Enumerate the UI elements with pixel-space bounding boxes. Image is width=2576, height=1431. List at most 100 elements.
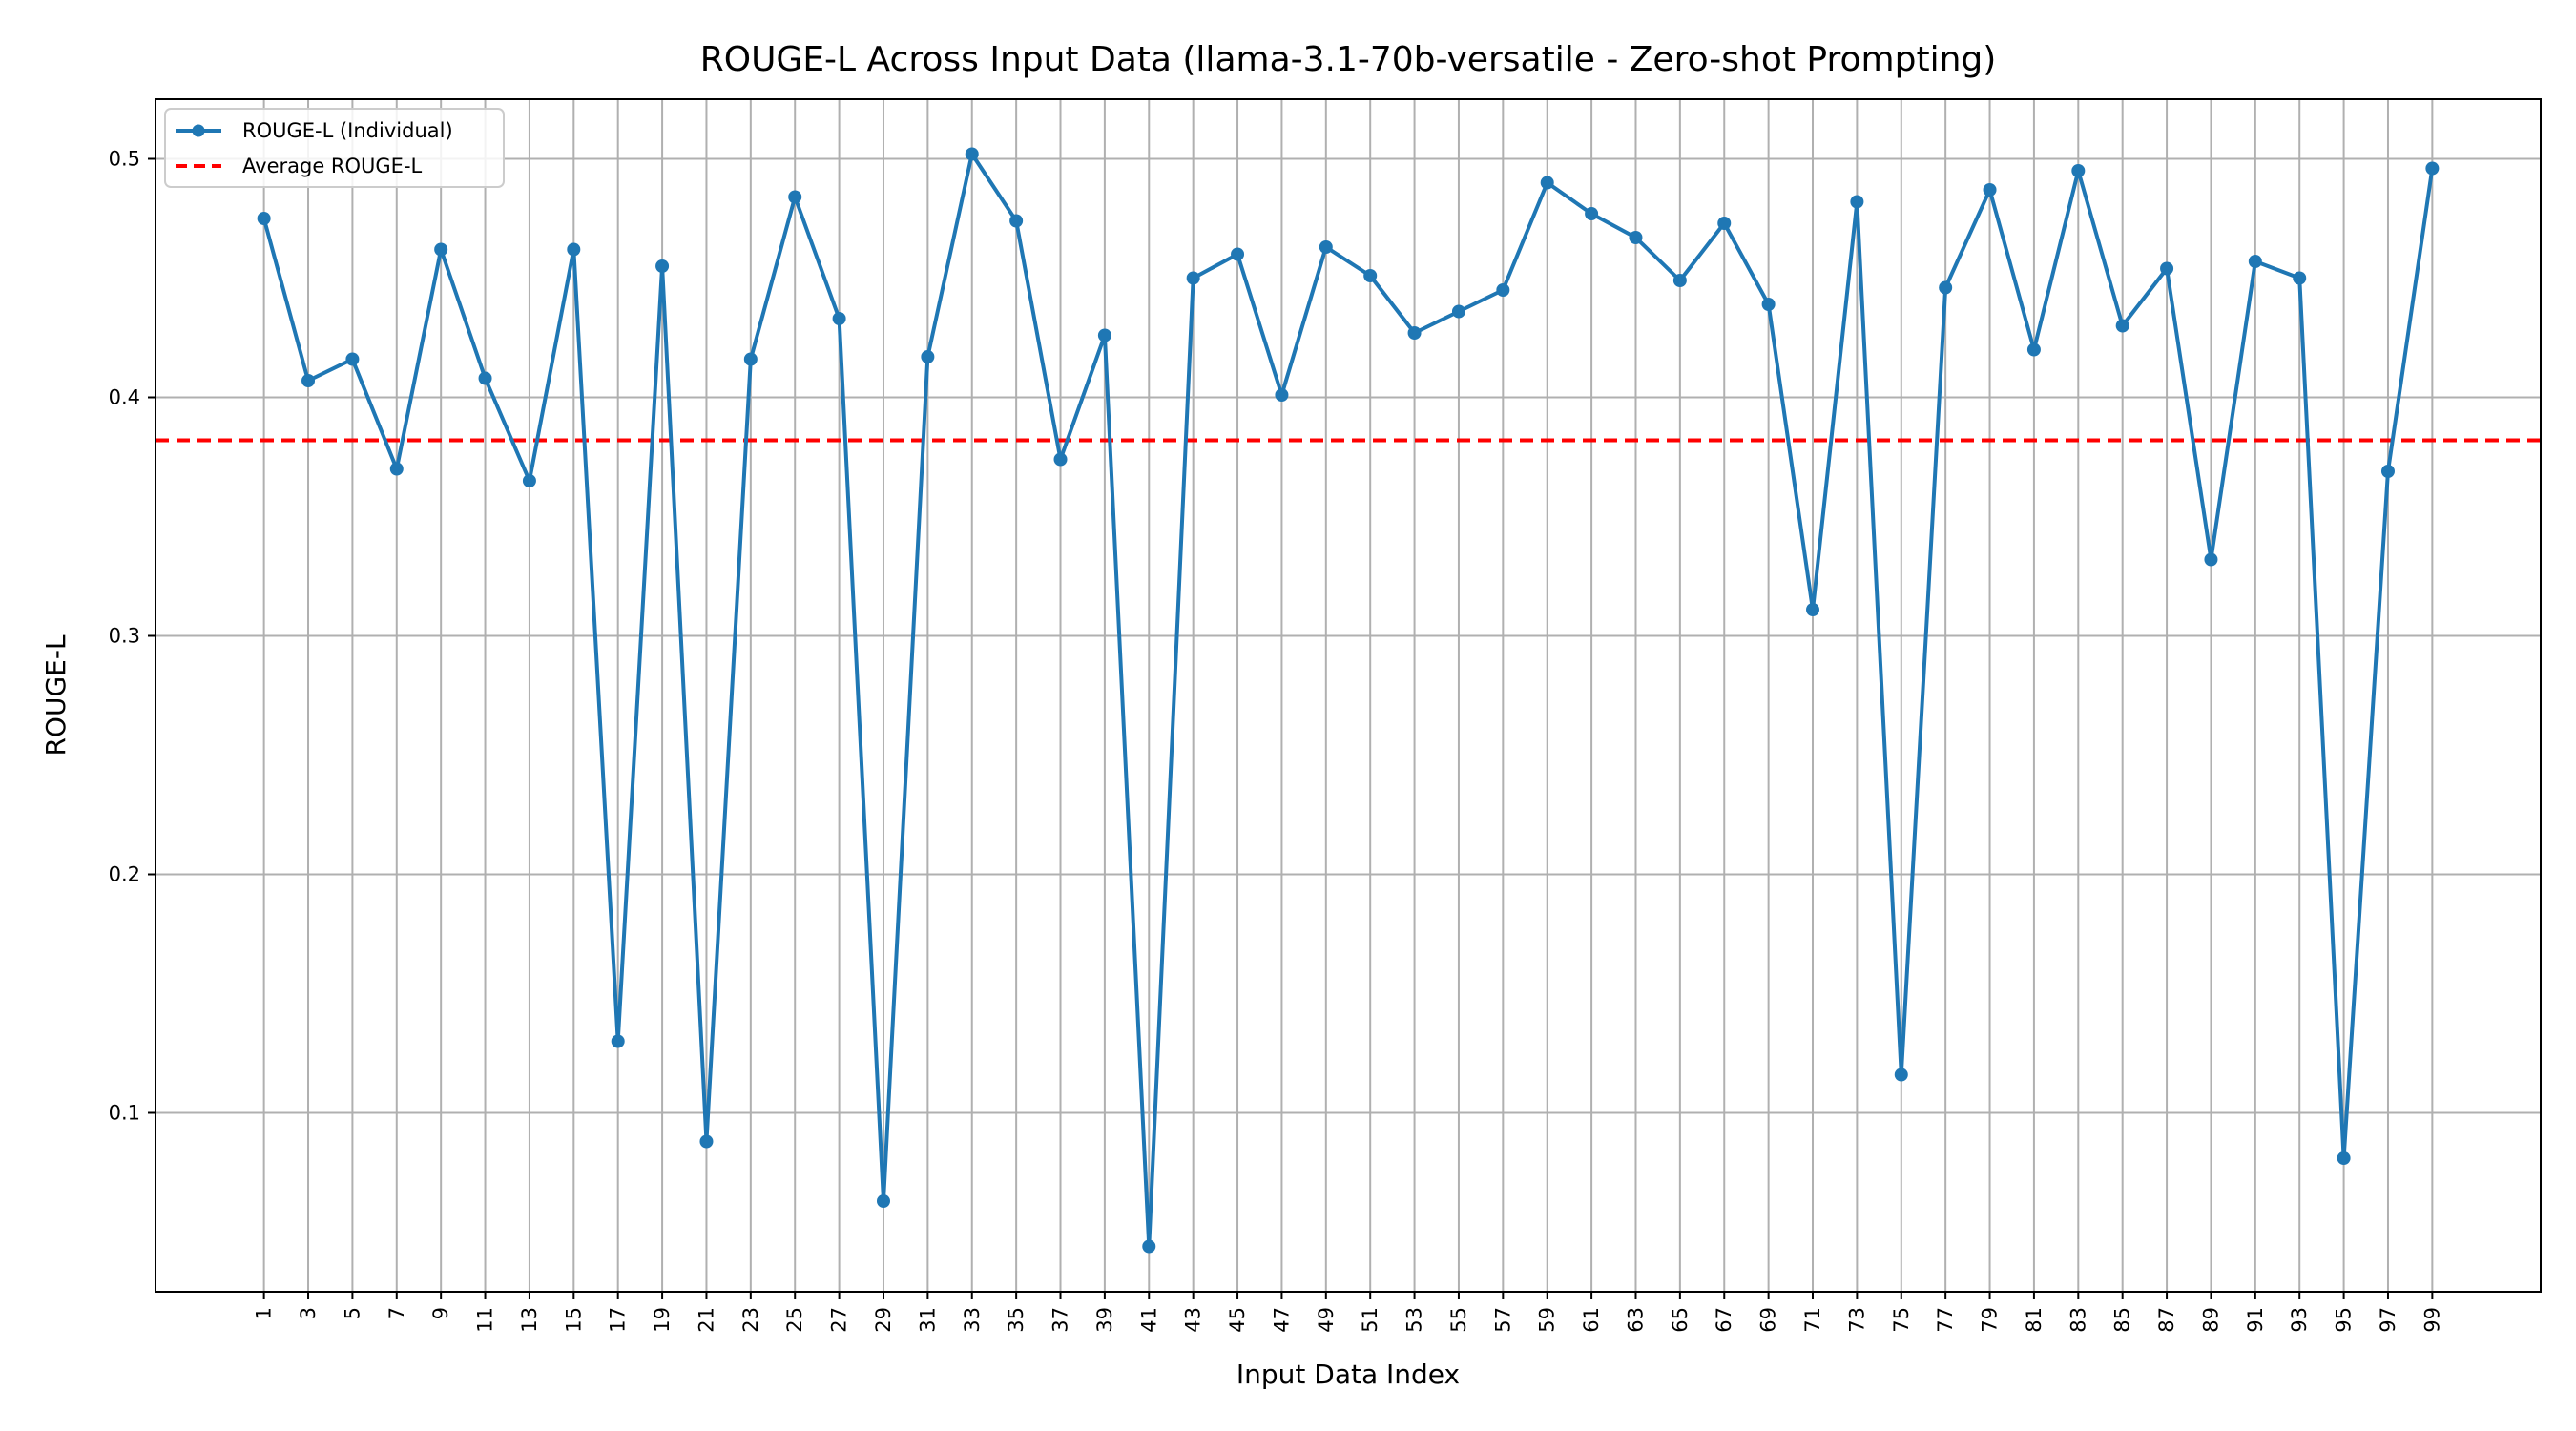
- data-point: [1097, 328, 1111, 342]
- x-tick-label: 43: [1182, 1307, 1205, 1333]
- data-point: [1275, 388, 1289, 402]
- data-point: [345, 352, 360, 366]
- x-tick-label: 15: [562, 1307, 585, 1333]
- x-tick-label: 63: [1624, 1307, 1647, 1333]
- x-axis-label: Input Data Index: [1236, 1358, 1460, 1390]
- data-point: [301, 374, 316, 387]
- x-tick-label: 99: [2420, 1307, 2443, 1333]
- data-point: [522, 474, 536, 487]
- series-layer: [257, 147, 2440, 1254]
- x-tick-label: 39: [1093, 1307, 1116, 1333]
- data-point: [1053, 452, 1068, 467]
- data-point: [567, 242, 581, 257]
- data-point: [1451, 304, 1465, 319]
- data-point: [1585, 207, 1599, 220]
- grid-lines: [156, 99, 2541, 1292]
- x-tick-label: 95: [2333, 1307, 2356, 1333]
- data-point: [1850, 195, 1864, 209]
- x-tick-label: 61: [1580, 1307, 1603, 1333]
- data-point: [1672, 274, 1687, 287]
- data-point: [1717, 217, 1732, 230]
- x-tick-label: 47: [1270, 1307, 1293, 1333]
- x-tick-label: 31: [916, 1307, 939, 1333]
- x-tick-label: 29: [872, 1307, 895, 1333]
- data-point: [257, 212, 271, 225]
- x-tick-label: 3: [297, 1307, 320, 1319]
- y-axis-label: ROUGE-L: [40, 634, 72, 756]
- x-tick-label: 65: [1669, 1307, 1692, 1333]
- data-point: [1231, 247, 1245, 261]
- x-tick-label: 57: [1491, 1307, 1514, 1333]
- x-tick-label: 23: [739, 1307, 762, 1333]
- x-tick-label: 17: [607, 1307, 630, 1333]
- x-tick-label: 35: [1005, 1307, 1028, 1333]
- data-point: [1009, 214, 1024, 228]
- x-tick-label: 33: [961, 1307, 984, 1333]
- data-point: [1496, 283, 1510, 297]
- data-point: [2337, 1151, 2351, 1165]
- legend-individual-marker: [192, 124, 205, 137]
- data-point: [434, 242, 448, 257]
- data-point: [2071, 164, 2086, 177]
- data-point: [2160, 261, 2174, 276]
- data-point: [655, 259, 670, 273]
- data-point: [921, 350, 935, 363]
- data-point: [2115, 319, 2129, 333]
- x-tick-label: 27: [828, 1307, 851, 1333]
- x-tick-label: 81: [2023, 1307, 2046, 1333]
- data-point: [1363, 269, 1378, 282]
- data-point: [2293, 271, 2307, 285]
- x-tick-label: 53: [1403, 1307, 1426, 1333]
- data-point: [2204, 552, 2218, 567]
- y-tick-label: 0.5: [109, 148, 140, 171]
- x-tick-label: 49: [1315, 1307, 1338, 1333]
- x-tick-label: 45: [1226, 1307, 1249, 1333]
- data-point: [2248, 255, 2262, 268]
- x-tick-label: 69: [1757, 1307, 1780, 1333]
- data-point: [1540, 176, 1554, 190]
- x-axis-ticks: 1 3 5 7 9 11 13 15 17 19 21 23 25 27 29 31 33 35 37 39 41 43 4…: [253, 1292, 2443, 1333]
- data-point: [2026, 342, 2041, 357]
- x-tick-label: 37: [1049, 1307, 1072, 1333]
- legend: ROUGE-L (Individual) Average ROUGE-L: [164, 108, 505, 188]
- x-tick-label: 87: [2155, 1307, 2178, 1333]
- data-point: [965, 147, 979, 161]
- data-point: [1629, 231, 1643, 244]
- x-tick-label: 71: [1801, 1307, 1824, 1333]
- x-tick-label: 19: [651, 1307, 674, 1333]
- y-tick-label: 0.3: [109, 625, 140, 648]
- legend-individual-label: ROUGE-L (Individual): [242, 119, 453, 142]
- x-tick-label: 97: [2377, 1307, 2399, 1333]
- data-point: [788, 190, 802, 204]
- data-point: [478, 371, 492, 385]
- plot-frame: [155, 98, 2542, 1293]
- legend-box: [164, 108, 505, 188]
- x-tick-label: 85: [2111, 1307, 2134, 1333]
- data-point: [743, 352, 758, 366]
- data-point: [611, 1034, 625, 1048]
- data-point: [1806, 603, 1820, 616]
- y-tick-label: 0.1: [109, 1102, 140, 1125]
- x-tick-label: 67: [1713, 1307, 1735, 1333]
- chart-title: ROUGE-L Across Input Data (llama-3.1-70b…: [700, 40, 1997, 79]
- data-point: [832, 312, 846, 325]
- data-point: [1939, 280, 1953, 295]
- x-tick-label: 1: [253, 1307, 276, 1319]
- x-tick-label: 73: [1845, 1307, 1868, 1333]
- rouge-l-individual-line: [261, 152, 2435, 1249]
- x-tick-label: 77: [1934, 1307, 1957, 1333]
- x-tick-label: 75: [1890, 1307, 1913, 1333]
- x-tick-label: 9: [429, 1307, 452, 1319]
- x-tick-label: 13: [518, 1307, 541, 1333]
- x-tick-label: 21: [695, 1307, 717, 1333]
- y-axis-ticks: 0.1 0.2 0.3 0.4 0.5: [109, 148, 156, 1125]
- x-tick-label: 83: [2067, 1307, 2089, 1333]
- data-point: [1186, 271, 1200, 285]
- x-tick-label: 41: [1137, 1307, 1160, 1333]
- legend-average-label: Average ROUGE-L: [242, 155, 423, 177]
- x-tick-label: 51: [1359, 1307, 1381, 1333]
- x-tick-label: 59: [1536, 1307, 1559, 1333]
- y-tick-label: 0.2: [109, 863, 140, 886]
- x-tick-label: 55: [1447, 1307, 1470, 1333]
